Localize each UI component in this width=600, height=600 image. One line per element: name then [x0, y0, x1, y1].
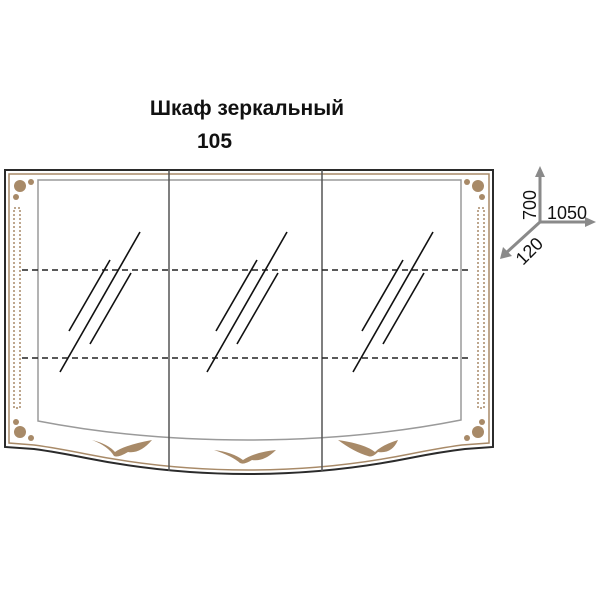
door-handle — [338, 440, 398, 457]
arrow-down-left-icon — [500, 247, 512, 259]
product-title: Шкаф зеркальный — [149, 97, 345, 120]
corner-ornaments — [13, 179, 485, 441]
cabinet-outline — [4, 169, 494, 476]
mirror-panel — [37, 179, 462, 441]
door-handle — [92, 440, 152, 457]
mirror-reflections — [59, 231, 434, 373]
arrow-right-icon — [585, 217, 596, 227]
depth-label: 120 — [512, 233, 547, 268]
width-label: 1050 — [547, 203, 587, 223]
depth-arrow — [504, 220, 542, 255]
rope-ornament — [13, 207, 21, 409]
door-handle — [214, 450, 276, 464]
rope-ornament — [477, 207, 485, 409]
arrow-up-icon — [535, 166, 545, 177]
height-label: 700 — [520, 190, 540, 220]
ornament-border — [8, 173, 490, 471]
product-size-label: 105 — [197, 130, 233, 153]
